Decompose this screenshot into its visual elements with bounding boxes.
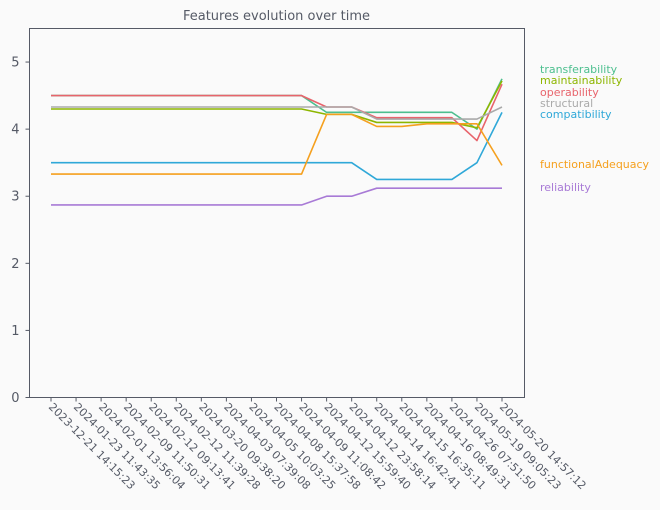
legend-label-functionalAdequacy: functionalAdequacy <box>540 158 650 171</box>
legend-label-maintainability: maintainability <box>540 74 623 87</box>
legend-label-structural: structural <box>540 97 593 110</box>
series-layer <box>51 78 503 206</box>
series-line-maintainability <box>51 80 503 129</box>
legend-label-compatibility: compatibility <box>540 108 612 121</box>
y-axis: 0 1 2 3 4 5 <box>11 56 30 406</box>
series-line-functionalAdequacy <box>51 113 503 175</box>
y-tick-label: 2 <box>11 257 19 272</box>
y-tick-label: 0 <box>11 391 19 406</box>
series-line-operability <box>51 83 503 142</box>
series-line-structural <box>51 106 503 120</box>
series-line-reliability <box>51 187 502 206</box>
y-tick-label: 4 <box>11 123 19 138</box>
series-line-compatibility <box>51 112 503 181</box>
plot-frame <box>29 28 525 398</box>
series-line-transferability <box>51 78 503 130</box>
legend-label-transferability: transferability <box>540 63 618 76</box>
legend: transferabilitymaintainabilityoperabilit… <box>540 63 650 194</box>
y-tick-label: 1 <box>11 324 19 339</box>
chart-title: Features evolution over time <box>183 9 370 24</box>
legend-label-reliability: reliability <box>540 181 591 194</box>
y-tick-label: 3 <box>11 190 19 205</box>
legend-label-operability: operability <box>540 86 599 99</box>
y-tick-label: 5 <box>11 56 19 71</box>
